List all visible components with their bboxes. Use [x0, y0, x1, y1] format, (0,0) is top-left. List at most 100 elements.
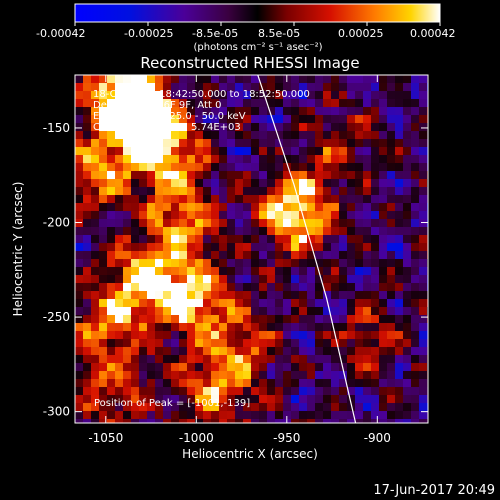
- heatmap-cell: [75, 131, 83, 139]
- heatmap-cell: [267, 123, 275, 131]
- heatmap-cell: [227, 419, 235, 423]
- heatmap-cell: [411, 251, 419, 259]
- heatmap-cell: [123, 211, 131, 219]
- heatmap-cell: [403, 115, 411, 123]
- heatmap-cell: [219, 275, 227, 283]
- heatmap-cell: [387, 291, 395, 299]
- heatmap-cell: [267, 203, 275, 211]
- heatmap-cell: [315, 187, 323, 195]
- heatmap-cell: [155, 203, 163, 211]
- chart-title: Reconstructed RHESSI Image: [140, 54, 359, 72]
- heatmap-cell: [331, 387, 339, 395]
- heatmap-cell: [211, 131, 219, 139]
- heatmap-cell: [243, 411, 251, 419]
- heatmap-cell: [379, 323, 387, 331]
- heatmap-cell: [243, 219, 251, 227]
- heatmap-cell: [219, 235, 227, 243]
- heatmap-cell: [107, 419, 115, 423]
- heatmap-cell: [395, 147, 403, 155]
- heatmap-cell: [363, 235, 371, 243]
- heatmap-cell: [219, 123, 227, 131]
- heatmap-cell: [171, 107, 179, 115]
- heatmap-cell: [147, 371, 155, 379]
- heatmap-cell: [131, 371, 139, 379]
- heatmap-cell: [99, 211, 107, 219]
- heatmap-cell: [83, 323, 91, 331]
- heatmap-cell: [211, 291, 219, 299]
- heatmap-cell: [347, 371, 355, 379]
- heatmap-cell: [251, 275, 259, 283]
- heatmap-cell: [339, 315, 347, 323]
- heatmap-cell: [275, 371, 283, 379]
- heatmap-cell: [307, 283, 315, 291]
- heatmap-cell: [419, 371, 427, 379]
- heatmap-cell: [275, 291, 283, 299]
- heatmap-cell: [315, 139, 323, 147]
- heatmap-cell: [107, 179, 115, 187]
- heatmap-cell: [299, 171, 307, 179]
- heatmap-cell: [155, 315, 163, 323]
- heatmap-cell: [371, 283, 379, 291]
- heatmap-cell: [363, 395, 371, 403]
- heatmap-cell: [211, 115, 219, 123]
- heatmap-cell: [203, 235, 211, 243]
- heatmap-cell: [115, 179, 123, 187]
- heatmap-cell: [91, 347, 99, 355]
- heatmap-cell: [363, 115, 371, 123]
- heatmap-cell: [275, 331, 283, 339]
- heatmap-cell: [323, 275, 331, 283]
- heatmap-cell: [283, 99, 291, 107]
- heatmap-cell: [339, 387, 347, 395]
- heatmap-cell: [267, 339, 275, 347]
- heatmap-cell: [179, 283, 187, 291]
- heatmap-cell: [227, 99, 235, 107]
- heatmap-cell: [259, 291, 267, 299]
- heatmap-cell: [155, 355, 163, 363]
- heatmap-cell: [235, 331, 243, 339]
- heatmap-cell: [283, 315, 291, 323]
- heatmap-cell: [371, 395, 379, 403]
- heatmap-cell: [307, 91, 315, 99]
- heatmap-cell: [339, 203, 347, 211]
- heatmap-cell: [203, 187, 211, 195]
- heatmap-cell: [83, 235, 91, 243]
- heatmap-cell: [195, 91, 203, 99]
- heatmap-cell: [339, 139, 347, 147]
- heatmap-cell: [187, 75, 195, 83]
- heatmap-cell: [91, 211, 99, 219]
- heatmap-cell: [275, 131, 283, 139]
- heatmap-cell: [275, 227, 283, 235]
- heatmap-cell: [291, 419, 299, 423]
- heatmap-cell: [139, 291, 147, 299]
- heatmap-cell: [299, 75, 307, 83]
- heatmap-cell: [115, 267, 123, 275]
- heatmap-cell: [403, 243, 411, 251]
- heatmap-cell: [403, 259, 411, 267]
- heatmap-cell: [155, 107, 163, 115]
- heatmap-cell: [315, 299, 323, 307]
- heatmap-cell: [131, 379, 139, 387]
- heatmap-cell: [235, 195, 243, 203]
- heatmap-cell: [203, 251, 211, 259]
- heatmap-cell: [235, 355, 243, 363]
- heatmap-cell: [107, 99, 115, 107]
- heatmap-cell: [163, 227, 171, 235]
- heatmap-cell: [139, 75, 147, 83]
- heatmap-cell: [267, 75, 275, 83]
- heatmap-cell: [131, 323, 139, 331]
- heatmap-cell: [243, 347, 251, 355]
- heatmap-cell: [91, 251, 99, 259]
- heatmap-cell: [83, 379, 91, 387]
- heatmap-cell: [219, 387, 227, 395]
- heatmap-cell: [323, 251, 331, 259]
- heatmap-cell: [155, 171, 163, 179]
- heatmap-cell: [115, 163, 123, 171]
- heatmap-cell: [355, 275, 363, 283]
- heatmap-cell: [403, 211, 411, 219]
- heatmap-cell: [259, 219, 267, 227]
- heatmap-cell: [267, 331, 275, 339]
- heatmap-cell: [243, 283, 251, 291]
- heatmap-cell: [371, 411, 379, 419]
- y-tick-label: -150: [43, 121, 70, 135]
- heatmap-cell: [99, 275, 107, 283]
